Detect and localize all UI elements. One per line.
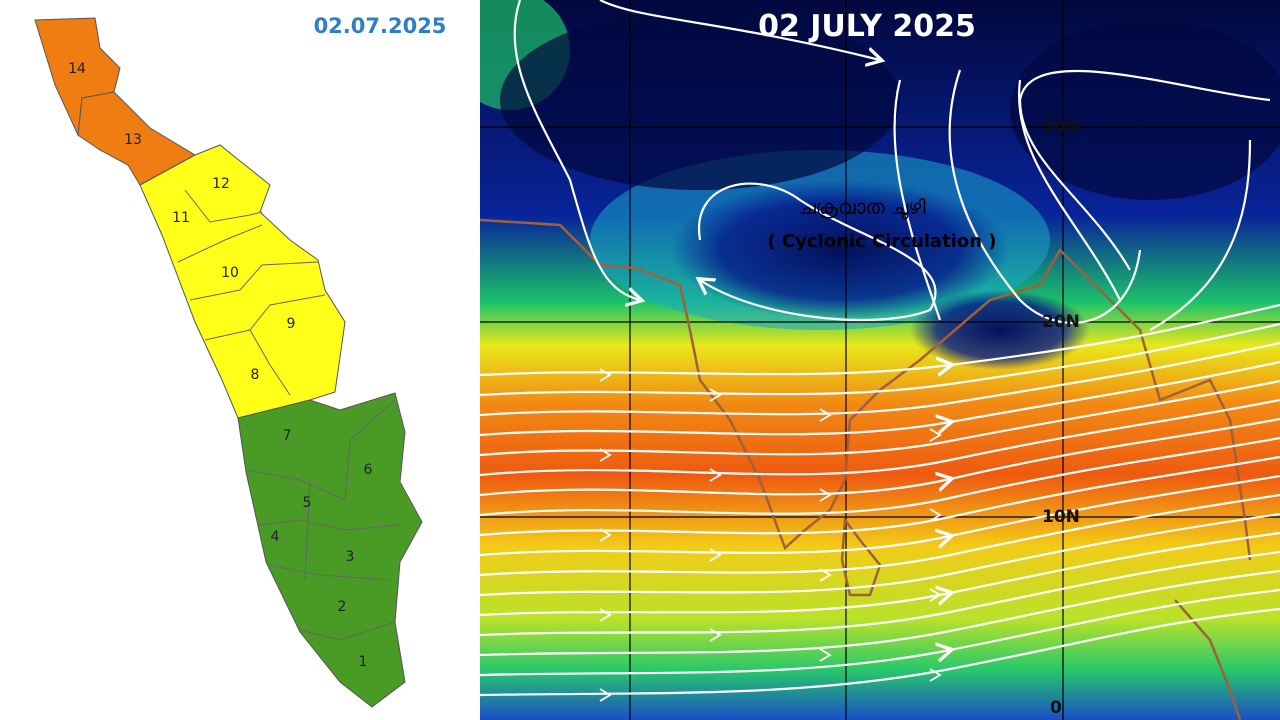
streamline xyxy=(480,550,1280,637)
district-label: 3 xyxy=(346,549,355,565)
arrow xyxy=(599,448,612,462)
arrow xyxy=(819,488,832,502)
latitude-label: 30N xyxy=(1042,117,1080,137)
streamline xyxy=(480,493,1280,577)
latitude-label: 0 xyxy=(1050,698,1062,718)
streamline xyxy=(480,588,1280,677)
district-label: 2 xyxy=(338,599,347,615)
arrow xyxy=(709,548,722,562)
kerala-map xyxy=(34,17,423,708)
wind-panel: 02 JULY 2025 ചക്രവാത ചുഴി ( Cyclonic Cir… xyxy=(480,0,1280,720)
latitude-label: 10N xyxy=(1042,507,1080,527)
streamline xyxy=(480,531,1280,617)
label-english: ( Cyclonic Circulation ) xyxy=(767,231,996,252)
latitude-label: 20N xyxy=(1042,312,1080,332)
grid xyxy=(480,0,1280,720)
streamline xyxy=(480,322,1280,397)
district-label: 6 xyxy=(364,462,373,478)
streamline xyxy=(480,474,1280,557)
district-label: 1 xyxy=(359,654,368,670)
streamline xyxy=(480,379,1280,457)
arrow xyxy=(929,508,942,522)
arrow xyxy=(819,568,832,582)
arrow xyxy=(599,688,612,702)
district-label: 11 xyxy=(172,210,190,226)
arrow xyxy=(599,608,612,622)
streamline xyxy=(480,607,1280,697)
arrow xyxy=(709,468,722,482)
streamline xyxy=(480,417,1280,497)
streamline xyxy=(480,360,1280,437)
district-label: 9 xyxy=(287,316,296,332)
district-label: 13 xyxy=(124,132,142,148)
arrow xyxy=(819,648,832,662)
district-label: 12 xyxy=(212,176,230,192)
region-yellow xyxy=(139,144,346,419)
arrow xyxy=(709,388,722,402)
district-label: 5 xyxy=(303,495,312,511)
streamline xyxy=(480,455,1280,537)
arrow xyxy=(819,408,832,422)
date: 02.07.2025 xyxy=(314,14,447,38)
label-malayalam: ചക്രവാത ചുഴി xyxy=(798,195,926,219)
district-label: 10 xyxy=(221,265,239,281)
district-label: 4 xyxy=(271,529,280,545)
arrow xyxy=(599,528,612,542)
streamlines xyxy=(480,0,1280,702)
streamline xyxy=(480,569,1280,657)
district-borders xyxy=(177,189,401,641)
streamline xyxy=(480,303,1280,375)
district-label: 7 xyxy=(283,428,292,444)
district-label: 8 xyxy=(251,367,260,383)
streamline xyxy=(480,512,1280,597)
arrow xyxy=(929,428,942,442)
streamline xyxy=(480,341,1280,417)
map-title: 02 JULY 2025 xyxy=(758,9,976,44)
arrow xyxy=(599,368,612,382)
arrow xyxy=(709,628,722,642)
streamline xyxy=(480,398,1280,477)
district-label: 14 xyxy=(68,61,86,77)
streamline xyxy=(480,436,1280,517)
